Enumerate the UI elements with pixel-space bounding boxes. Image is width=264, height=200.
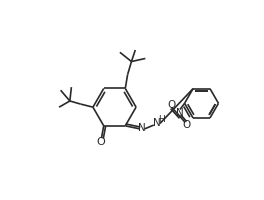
Text: N: N	[138, 123, 146, 133]
Text: O: O	[182, 120, 190, 130]
Text: N: N	[176, 108, 184, 118]
Text: N: N	[153, 118, 161, 128]
Text: O: O	[167, 100, 176, 110]
Text: H: H	[158, 115, 165, 124]
Text: O: O	[96, 137, 105, 147]
